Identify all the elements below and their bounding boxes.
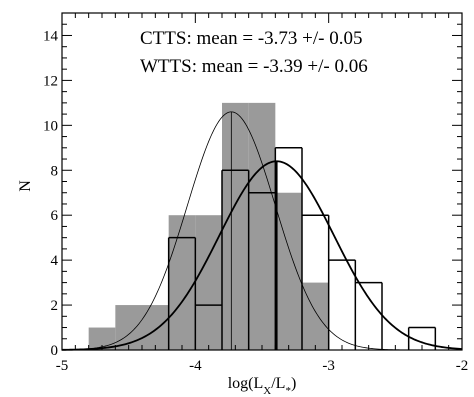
x-tick-label: -3 <box>322 358 335 374</box>
x-axis-label: log(LX/L*) <box>228 375 297 397</box>
y-tick-label: 6 <box>51 208 59 224</box>
y-tick-label: 4 <box>51 253 59 269</box>
y-tick-label: 10 <box>43 118 58 134</box>
annotation-wtts: WTTS: mean = -3.39 +/- 0.06 <box>140 56 368 77</box>
ctts-bar <box>275 192 302 350</box>
wtts-gaussian-curve <box>61 160 463 351</box>
y-tick-label: 0 <box>51 343 59 359</box>
x-tick-label: -2 <box>456 358 469 374</box>
y-tick-label: 12 <box>43 73 58 89</box>
ctts-bar <box>248 102 276 350</box>
ctts-bar <box>222 102 249 350</box>
ctts-bar <box>88 327 116 350</box>
annotation-ctts: CTTS: mean = -3.73 +/- 0.05 <box>140 28 363 49</box>
y-tick-label: 2 <box>51 298 59 314</box>
x-tick-label: -4 <box>189 358 202 374</box>
x-tick-label: -5 <box>56 358 69 374</box>
ctts-bar <box>195 215 222 350</box>
y-tick-label: 8 <box>51 163 59 179</box>
plot-area: -5 -4 -3 -2 0 2 4 6 8 10 12 14 <box>43 12 469 374</box>
y-axis-label: N <box>17 180 34 192</box>
ctts-bar <box>142 305 169 350</box>
ctts-bar <box>168 215 196 350</box>
y-tick-label: 14 <box>43 28 59 44</box>
